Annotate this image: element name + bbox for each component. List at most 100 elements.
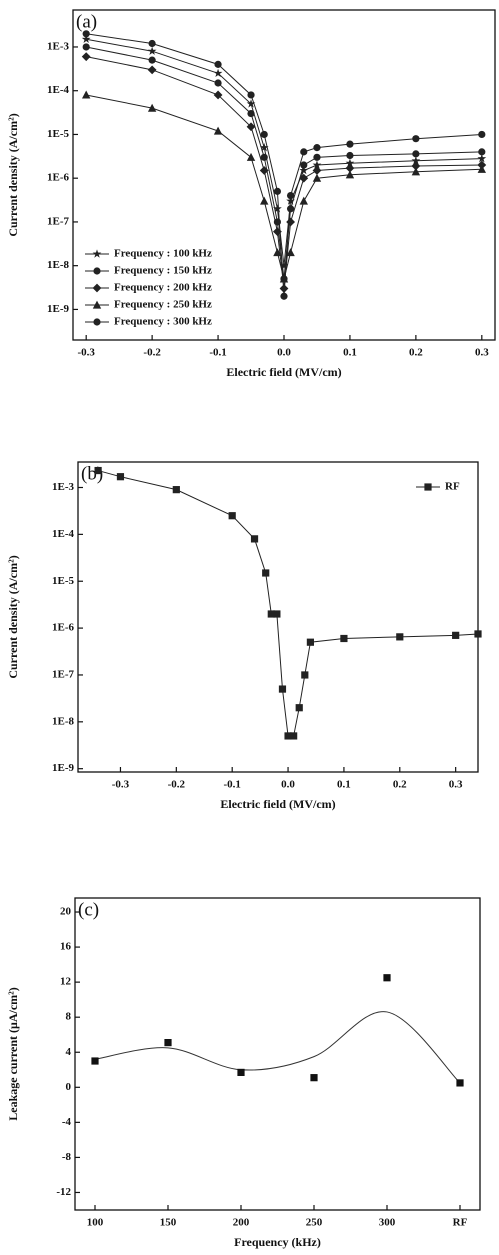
x-tick-label: -0.2 xyxy=(168,779,186,791)
marker xyxy=(273,218,282,226)
marker xyxy=(246,152,256,161)
x-axis-title: Electric field (MV/cm) xyxy=(220,797,335,811)
marker xyxy=(299,196,308,205)
y-tick-label: 1E-9 xyxy=(52,762,75,774)
marker xyxy=(267,610,275,618)
marker xyxy=(92,249,102,258)
marker xyxy=(93,318,101,326)
legend-label: Frequency : 150 kHz xyxy=(114,265,212,277)
legend-label: Frequency : 300 kHz xyxy=(114,316,212,328)
y-tick-label: 1E-8 xyxy=(47,259,70,271)
x-tick-label: 300 xyxy=(379,1217,396,1229)
marker xyxy=(246,122,256,132)
marker xyxy=(247,91,255,99)
marker xyxy=(81,52,91,62)
marker xyxy=(279,261,289,270)
marker xyxy=(237,1068,245,1077)
marker xyxy=(93,267,101,275)
marker xyxy=(345,163,355,173)
legend-label: Frequency : 250 kHz xyxy=(114,299,212,311)
marker xyxy=(259,166,269,175)
chart: 1E-9 1E-8 1E-7 1E-6 1E-5 1E-4 1E-3 -0.3 -0.2 -0.1… xyxy=(6,461,479,811)
marker xyxy=(82,43,90,51)
x-tick-label: 150 xyxy=(160,1217,177,1229)
marker xyxy=(164,1039,172,1047)
marker xyxy=(273,248,282,257)
y-axis-title: Current density (A/cm²) xyxy=(6,555,20,678)
plot-frame xyxy=(77,461,479,773)
marker xyxy=(456,1079,464,1087)
y-tick-label: -8 xyxy=(62,1151,72,1163)
marker xyxy=(260,130,268,139)
marker xyxy=(213,90,223,100)
marker xyxy=(92,300,102,309)
marker xyxy=(116,473,125,481)
marker xyxy=(148,56,156,64)
marker xyxy=(345,170,355,179)
marker xyxy=(286,196,295,205)
marker xyxy=(452,631,460,639)
marker xyxy=(290,732,298,740)
marker xyxy=(147,65,157,75)
x-tick-label: 0.3 xyxy=(475,347,489,359)
x-tick-label: -0.3 xyxy=(77,347,95,359)
x-tick-label: -0.3 xyxy=(112,779,130,791)
y-tick-label: 1E-6 xyxy=(47,172,70,184)
series-line xyxy=(86,38,482,266)
marker xyxy=(383,974,391,982)
marker xyxy=(250,535,259,543)
marker xyxy=(310,1074,318,1082)
y-tick-label: 20 xyxy=(60,906,72,918)
y-axis-title: Current density (A/cm²) xyxy=(6,113,20,236)
marker xyxy=(214,60,222,68)
marker xyxy=(147,103,157,112)
marker xyxy=(172,486,180,494)
marker xyxy=(286,248,295,257)
marker xyxy=(346,140,354,148)
y-tick-label: 1E-5 xyxy=(47,128,70,140)
x-tick-label: 250 xyxy=(306,1217,323,1229)
y-tick-label: 8 xyxy=(66,1011,72,1023)
x-tick-label: 0.1 xyxy=(337,779,351,791)
y-axis-title: Leakage current (μA/cm²) xyxy=(6,987,20,1120)
x-axis-title: Frequency (kHz) xyxy=(234,1235,321,1249)
marker xyxy=(478,148,486,156)
legend-label: Frequency : 100 kHz xyxy=(114,248,212,260)
y-tick-label: 1E-7 xyxy=(52,668,75,680)
y-tick-label: 1E-9 xyxy=(47,303,70,315)
marker xyxy=(411,167,421,176)
marker xyxy=(81,90,91,99)
marker xyxy=(273,227,282,237)
marker xyxy=(412,135,420,143)
y-tick-label: -4 xyxy=(62,1116,72,1128)
marker xyxy=(299,165,309,175)
x-tick-label: 0.2 xyxy=(393,779,407,791)
marker xyxy=(246,99,256,108)
marker xyxy=(412,150,420,158)
x-tick-label: 0.1 xyxy=(343,347,357,359)
marker xyxy=(301,671,309,679)
fit-curve xyxy=(94,1011,461,1084)
x-tick-label: 0.0 xyxy=(281,779,295,791)
marker xyxy=(147,46,157,55)
x-tick-label: 200 xyxy=(233,1217,250,1229)
marker xyxy=(295,704,303,712)
marker xyxy=(228,512,236,520)
series-line xyxy=(86,46,482,279)
marker xyxy=(213,68,223,78)
y-tick-label: 12 xyxy=(60,976,72,988)
marker xyxy=(286,205,295,213)
x-tick-label: 0.2 xyxy=(409,347,423,359)
marker xyxy=(300,161,308,169)
x-tick-label: -0.1 xyxy=(223,779,240,791)
marker xyxy=(273,187,282,195)
marker xyxy=(411,156,421,165)
y-tick-label: 1E-8 xyxy=(52,715,75,727)
y-tick-label: 1E-4 xyxy=(52,528,75,540)
marker xyxy=(313,153,321,161)
marker xyxy=(247,109,255,118)
y-tick-label: -12 xyxy=(56,1186,71,1198)
marker xyxy=(260,196,269,205)
marker xyxy=(213,126,223,135)
marker xyxy=(279,274,289,283)
